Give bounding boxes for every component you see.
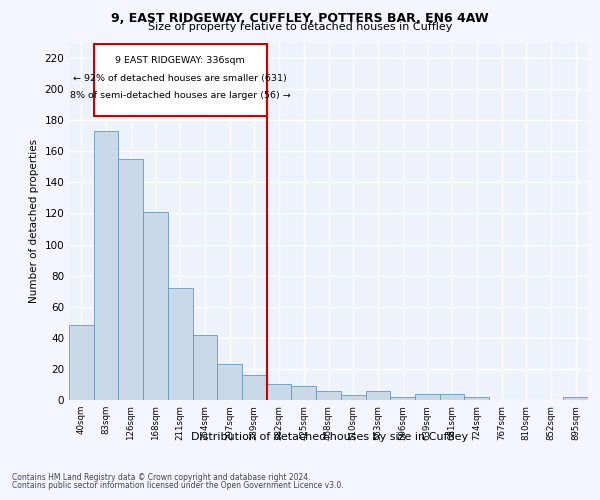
Text: 9 EAST RIDGEWAY: 336sqm: 9 EAST RIDGEWAY: 336sqm <box>115 56 245 66</box>
Bar <box>118 159 143 400</box>
Bar <box>143 212 168 400</box>
Bar <box>267 384 292 400</box>
Bar <box>341 396 365 400</box>
Bar <box>69 326 94 400</box>
Text: Contains HM Land Registry data © Crown copyright and database right 2024.: Contains HM Land Registry data © Crown c… <box>12 472 311 482</box>
Bar <box>316 390 341 400</box>
Bar <box>242 375 267 400</box>
Bar <box>563 397 588 400</box>
Bar <box>94 44 267 116</box>
Bar <box>94 131 118 400</box>
Bar <box>464 397 489 400</box>
Text: Contains public sector information licensed under the Open Government Licence v3: Contains public sector information licen… <box>12 481 344 490</box>
Bar <box>365 390 390 400</box>
Bar <box>168 288 193 400</box>
Text: Distribution of detached houses by size in Cuffley: Distribution of detached houses by size … <box>191 432 469 442</box>
Text: ← 92% of detached houses are smaller (631): ← 92% of detached houses are smaller (63… <box>73 74 287 82</box>
Text: 9, EAST RIDGEWAY, CUFFLEY, POTTERS BAR, EN6 4AW: 9, EAST RIDGEWAY, CUFFLEY, POTTERS BAR, … <box>111 12 489 26</box>
Bar <box>415 394 440 400</box>
Y-axis label: Number of detached properties: Number of detached properties <box>29 139 39 304</box>
Bar <box>217 364 242 400</box>
Bar <box>440 394 464 400</box>
Text: Size of property relative to detached houses in Cuffley: Size of property relative to detached ho… <box>148 22 452 32</box>
Bar <box>390 397 415 400</box>
Bar <box>193 334 217 400</box>
Bar <box>292 386 316 400</box>
Text: 8% of semi-detached houses are larger (56) →: 8% of semi-detached houses are larger (5… <box>70 90 290 100</box>
